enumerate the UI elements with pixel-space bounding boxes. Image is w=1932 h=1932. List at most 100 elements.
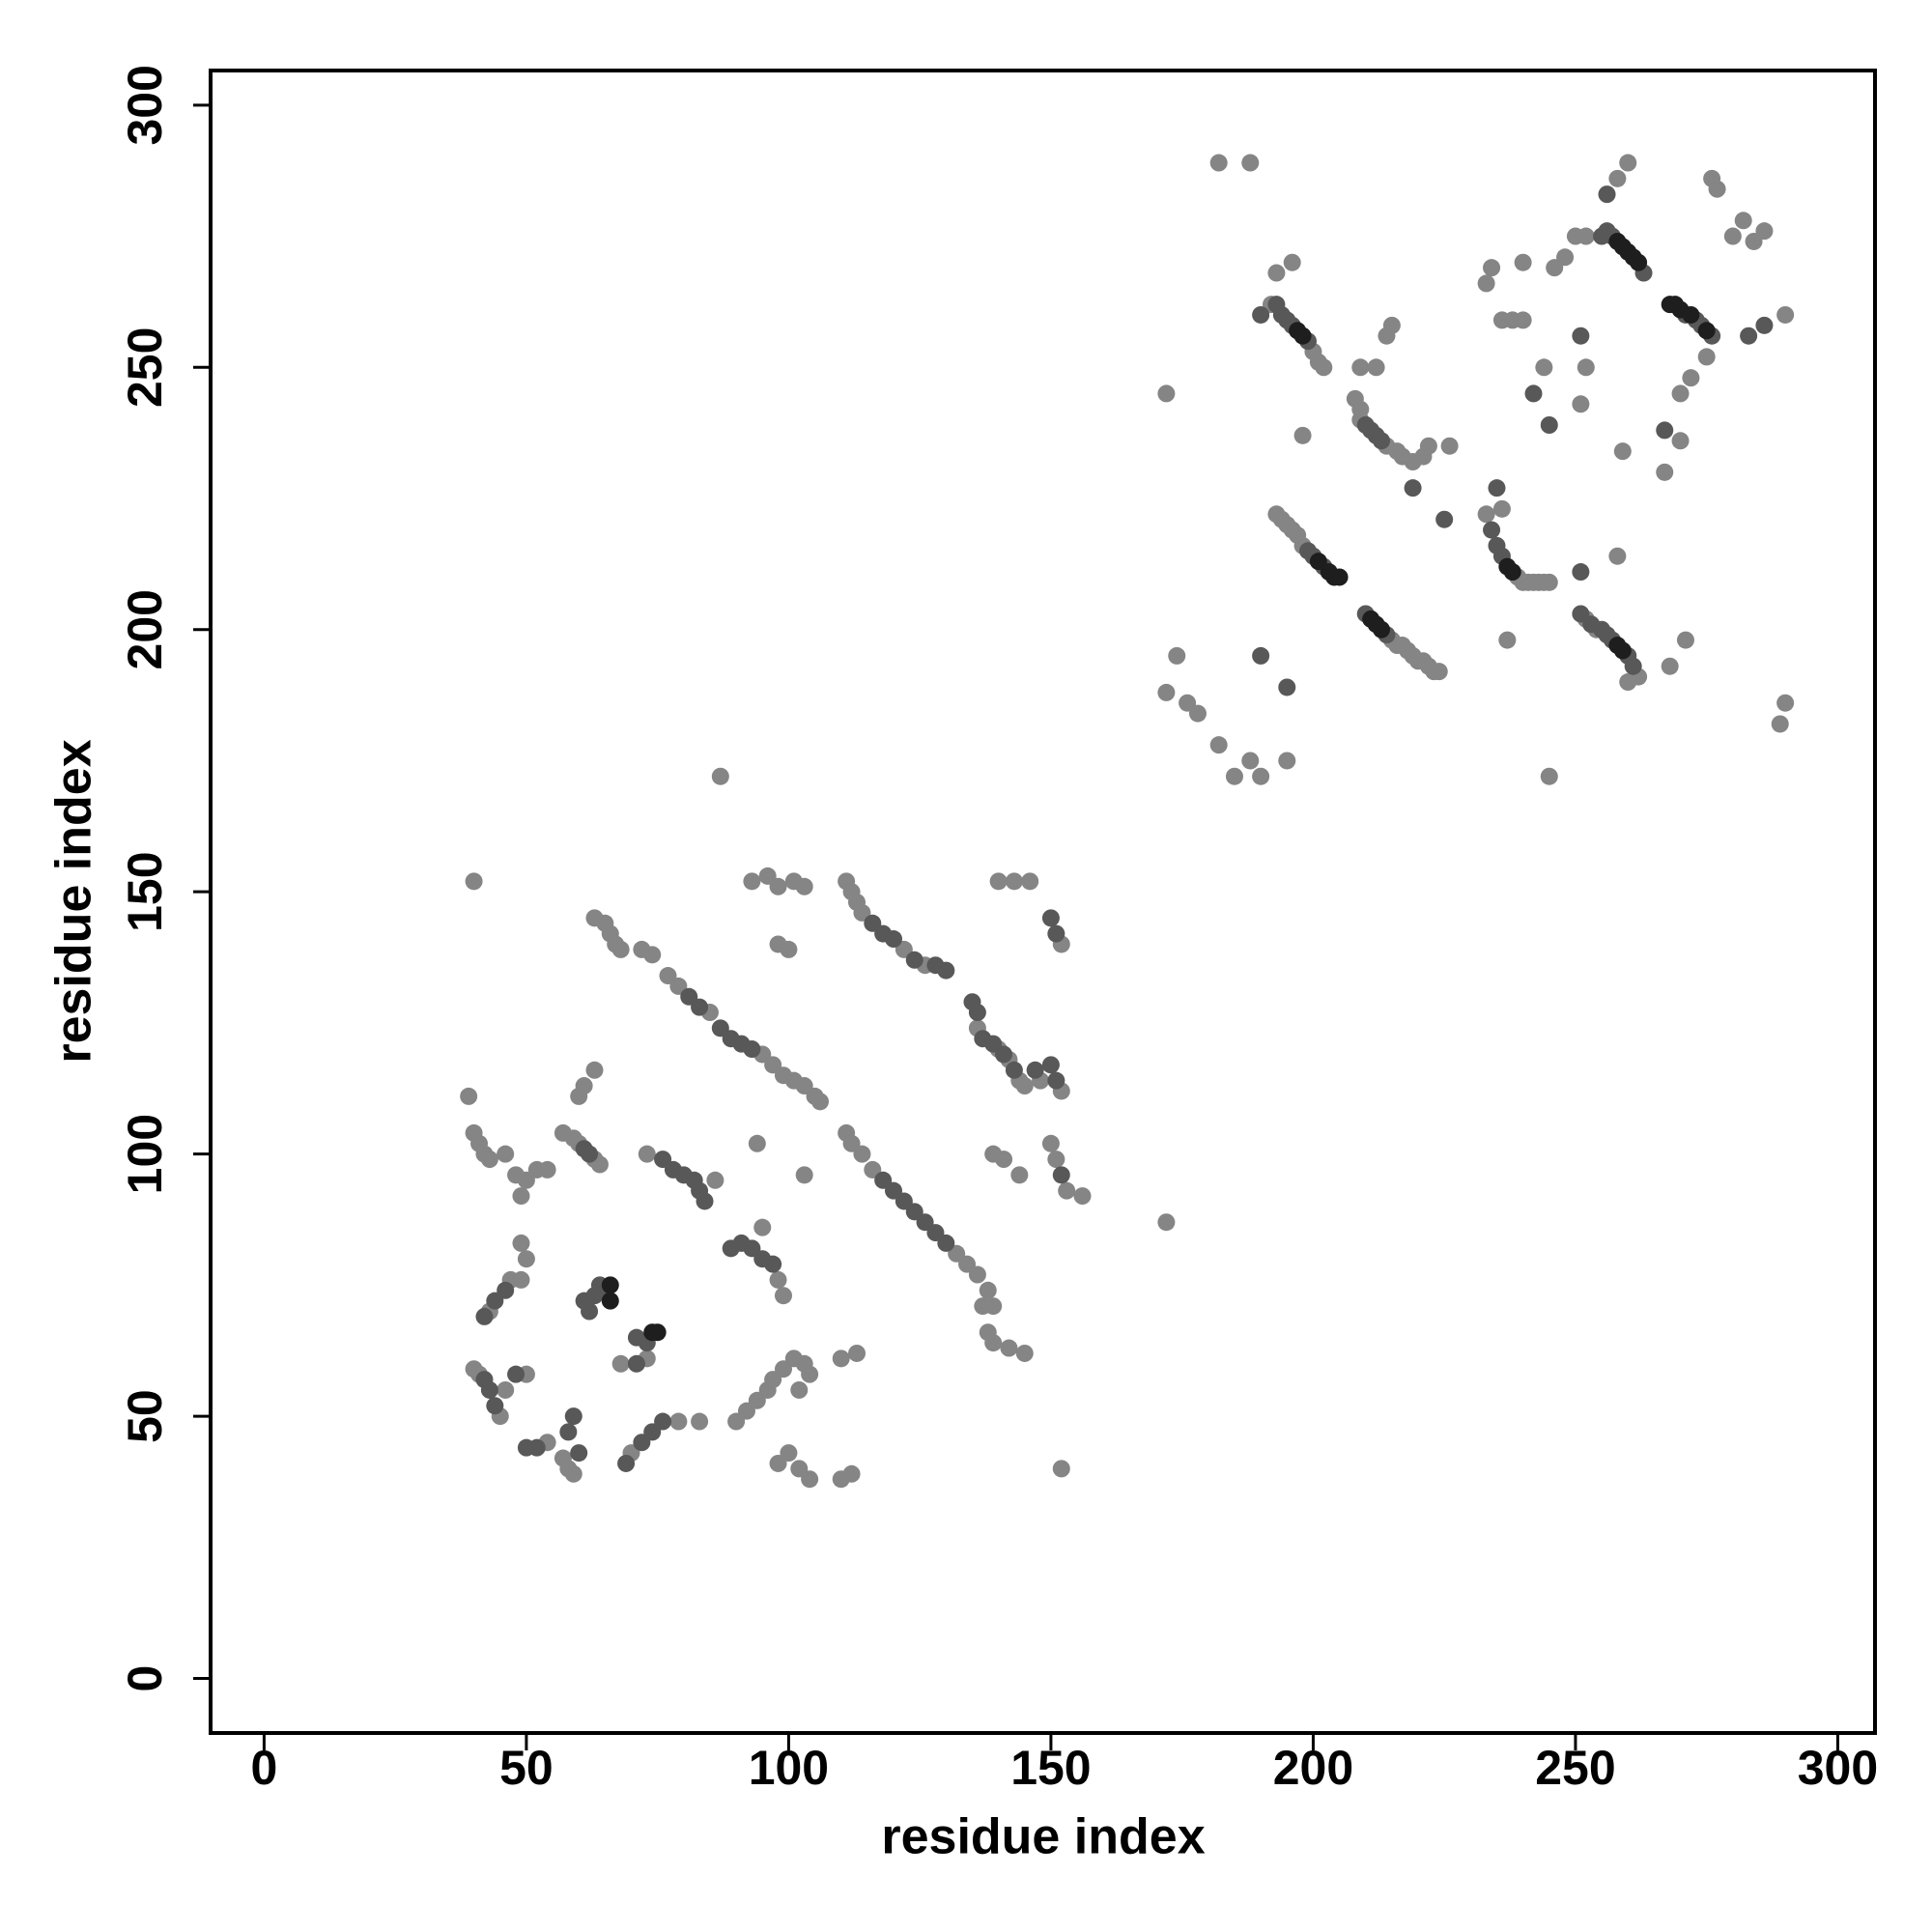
contact-point xyxy=(1697,322,1716,340)
contact-point xyxy=(581,1302,599,1321)
contact-point xyxy=(1047,924,1065,943)
contact-point xyxy=(1188,704,1207,723)
contact-point xyxy=(885,930,903,949)
contact-point xyxy=(497,1380,515,1399)
contact-point xyxy=(638,1145,656,1163)
contact-point xyxy=(1041,1056,1060,1074)
contact-point xyxy=(1015,1344,1034,1362)
contact-point xyxy=(1278,752,1296,770)
contact-point xyxy=(1613,641,1632,660)
y-tick-label: 50 xyxy=(118,1389,172,1443)
contact-point xyxy=(1556,248,1575,267)
contact-point xyxy=(1540,573,1558,591)
y-tick-label: 200 xyxy=(118,589,172,669)
contact-point xyxy=(1755,222,1774,241)
contact-point xyxy=(968,1265,986,1284)
contact-point xyxy=(1656,463,1674,481)
contact-point xyxy=(1723,227,1742,245)
contact-point xyxy=(743,872,761,891)
contact-point xyxy=(1041,909,1060,927)
contact-point xyxy=(1740,327,1758,345)
contact-point xyxy=(1661,657,1679,675)
contact-point xyxy=(769,1270,787,1289)
contact-point xyxy=(832,1350,850,1368)
y-tick-label: 150 xyxy=(118,851,172,931)
contact-point xyxy=(627,1354,645,1373)
contact-point xyxy=(611,940,630,958)
contact-point xyxy=(1755,316,1774,334)
contact-point xyxy=(774,1287,792,1305)
contact-point xyxy=(559,1423,578,1441)
contact-point xyxy=(575,1077,593,1095)
contact-point xyxy=(1682,305,1700,324)
contact-point xyxy=(1293,327,1312,345)
contact-point xyxy=(968,1004,986,1022)
contact-point xyxy=(1483,259,1501,277)
contact-point xyxy=(1293,426,1312,444)
contact-point xyxy=(1703,169,1721,187)
contact-point xyxy=(905,951,923,969)
contact-point xyxy=(790,1380,809,1399)
contact-point xyxy=(1524,384,1543,403)
contact-point xyxy=(1572,563,1590,582)
contact-point xyxy=(847,1344,866,1362)
contact-point xyxy=(1776,305,1795,324)
y-tick-label: 300 xyxy=(118,65,172,145)
contact-point xyxy=(748,1134,766,1152)
contact-point xyxy=(1047,1151,1065,1169)
contact-point xyxy=(711,767,729,785)
contact-point xyxy=(1404,479,1422,497)
contact-point xyxy=(995,1151,1013,1169)
contact-point xyxy=(1676,631,1694,649)
contact-point xyxy=(780,1444,798,1463)
contact-point xyxy=(1540,416,1558,435)
contact-point xyxy=(1593,620,1611,639)
contact-point xyxy=(979,1281,997,1299)
contact-point xyxy=(937,961,955,980)
contact-point xyxy=(1776,694,1795,712)
contact-point xyxy=(1252,767,1270,785)
contact-point xyxy=(570,1444,588,1463)
contact-point xyxy=(1382,316,1401,334)
contact-point xyxy=(1168,646,1186,665)
contact-point xyxy=(512,1187,530,1206)
contact-point xyxy=(1278,678,1296,696)
contact-point xyxy=(1498,631,1517,649)
contact-point xyxy=(1367,358,1385,377)
contact-point xyxy=(601,1276,619,1294)
contact-point xyxy=(1047,1071,1065,1090)
contact-point xyxy=(1252,646,1270,665)
contact-point xyxy=(627,1328,645,1347)
contact-point xyxy=(995,1045,1013,1064)
contact-point xyxy=(1000,1339,1018,1357)
contact-point xyxy=(669,1412,688,1431)
contact-point xyxy=(1373,432,1391,450)
contact-point xyxy=(974,1297,992,1316)
contact-point xyxy=(1026,1061,1044,1079)
x-tick-label: 0 xyxy=(250,1741,277,1795)
contact-point xyxy=(1598,185,1616,204)
contact-point xyxy=(1488,479,1506,497)
x-tick-label: 50 xyxy=(499,1741,554,1795)
contact-point xyxy=(1682,369,1700,387)
contact-point xyxy=(475,1307,494,1325)
x-tick-label: 200 xyxy=(1273,1741,1353,1795)
x-axis-title: residue index xyxy=(881,1809,1205,1865)
y-tick-label: 0 xyxy=(118,1665,172,1692)
contact-point xyxy=(1052,1166,1070,1184)
contact-point xyxy=(1209,736,1228,754)
contact-point xyxy=(1241,752,1260,770)
contact-point xyxy=(465,872,483,891)
contact-point xyxy=(937,1234,955,1252)
contact-point xyxy=(706,1171,724,1189)
contact-point xyxy=(512,1270,530,1289)
contact-point xyxy=(780,940,798,958)
contact-point xyxy=(1697,348,1716,366)
contact-point xyxy=(1514,311,1532,329)
contact-point xyxy=(989,872,1008,891)
contact-point xyxy=(1577,358,1595,377)
contact-point xyxy=(527,1438,546,1457)
contact-point xyxy=(1283,253,1301,271)
contact-point xyxy=(1624,657,1642,675)
